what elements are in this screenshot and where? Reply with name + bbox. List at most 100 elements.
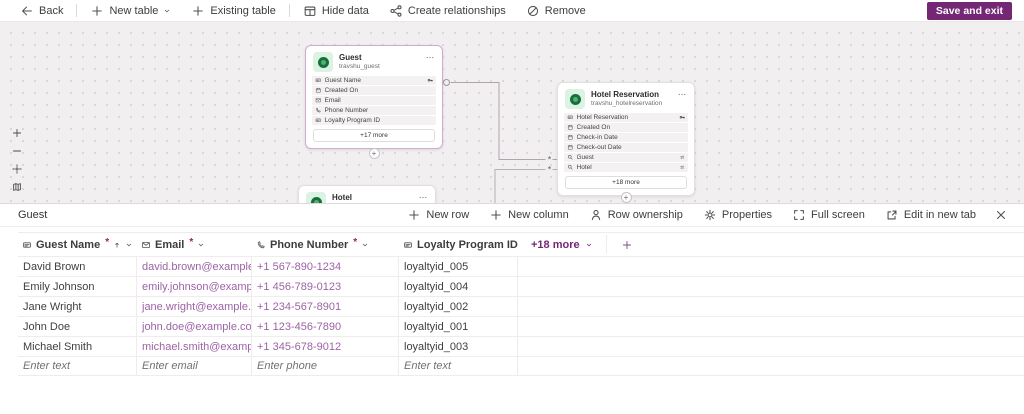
cell-loyalty-id[interactable]: loyaltyid_003 — [399, 337, 518, 356]
chevron-down-icon — [163, 7, 171, 15]
entity-field-row[interactable]: Hotel Reservation — [564, 113, 688, 122]
close-panel-button[interactable] — [986, 204, 1016, 227]
remove-button[interactable]: Remove — [516, 0, 596, 22]
create-relationships-button[interactable]: Create relationships — [379, 0, 516, 22]
cell-phone[interactable]: +1 456-789-0123 — [252, 277, 399, 296]
entity-title: Hotel — [332, 193, 352, 202]
cell-email[interactable]: jane.wright@example.com — [137, 297, 252, 316]
field-label: Email — [324, 97, 341, 104]
table-row: Emily Johnson emily.johnson@example.com … — [18, 276, 1024, 296]
new-column-button[interactable]: New column — [479, 204, 579, 227]
show-more-fields-button[interactable]: +17 more — [313, 129, 435, 142]
field-label: Hotel Reservation — [576, 114, 629, 121]
cell-email[interactable]: john.doe@example.com — [137, 317, 252, 336]
edit-in-new-tab-label: Edit in new tab — [903, 209, 976, 221]
entity-field-row[interactable]: Check-out Date — [564, 143, 688, 152]
cell-guest-name[interactable]: Jane Wright — [18, 297, 137, 316]
edit-in-new-tab-button[interactable]: Edit in new tab — [875, 204, 986, 227]
cell-guest-name[interactable]: Michael Smith — [18, 337, 137, 356]
entity-card-header: Guest travshu_guest … — [306, 46, 442, 76]
existing-table-button[interactable]: Existing table — [181, 0, 285, 22]
cell-phone[interactable]: +1 234-567-8901 — [252, 297, 399, 316]
new-table-label: New table — [109, 4, 159, 17]
existing-table-label: Existing table — [210, 4, 276, 17]
cell-phone[interactable]: +1 345-678-9012 — [252, 337, 399, 356]
more-columns-button[interactable]: +18 more — [518, 233, 606, 256]
entity-field-row[interactable]: Created On — [564, 123, 688, 132]
relationships-icon — [389, 4, 403, 18]
cell-guest-name[interactable]: John Doe — [18, 317, 137, 336]
new-row-name-input[interactable]: Enter text — [18, 357, 137, 375]
new-row-loyalty-input[interactable]: Enter text — [399, 357, 518, 375]
add-column-button[interactable] — [607, 233, 647, 256]
more-menu-icon[interactable]: … — [418, 190, 428, 200]
cell-loyalty-id[interactable]: loyaltyid_005 — [399, 257, 518, 276]
calendar-icon — [567, 124, 574, 131]
more-columns-label: +18 more — [531, 238, 580, 251]
remove-label: Remove — [544, 4, 586, 17]
entity-field-row[interactable]: Email — [312, 96, 436, 105]
field-label: Hotel — [576, 164, 592, 171]
table-row: John Doe john.doe@example.com +1 123-456… — [18, 316, 1024, 336]
minus-icon — [11, 145, 23, 157]
row-ownership-button[interactable]: Row ownership — [579, 204, 693, 227]
new-row-phone-input[interactable]: Enter phone — [252, 357, 399, 375]
add-relationship-button[interactable]: + — [368, 148, 380, 159]
fit-view-button[interactable] — [10, 162, 24, 175]
cell-guest-name[interactable]: Emily Johnson — [18, 277, 137, 296]
table-row: Michael Smith michael.smith@example.com … — [18, 336, 1024, 356]
entity-field-row[interactable]: Guest Name — [312, 76, 436, 85]
column-label: Guest Name — [36, 238, 101, 251]
cell-email[interactable]: emily.johnson@example.com — [137, 277, 252, 296]
properties-label: Properties — [721, 209, 773, 221]
entity-card-guest[interactable]: Guest travshu_guest … Guest Name Created… — [305, 45, 443, 149]
more-menu-icon[interactable]: … — [425, 50, 435, 60]
field-label: Guest Name — [324, 77, 362, 84]
entity-field-row[interactable]: Guest — [564, 153, 688, 162]
more-menu-icon[interactable]: … — [677, 87, 687, 97]
entity-field-row[interactable]: Hotel — [564, 163, 688, 172]
hide-data-button[interactable]: Hide data — [293, 0, 379, 22]
back-button[interactable]: Back — [10, 0, 73, 22]
cell-email[interactable]: david.brown@example.com — [137, 257, 252, 276]
field-label: Guest — [576, 154, 594, 161]
cell-phone[interactable]: +1 567-890-1234 — [252, 257, 399, 276]
create-relationships-label: Create relationships — [407, 4, 506, 17]
entity-field-row[interactable]: Loyalty Program ID — [312, 116, 436, 125]
entity-logical-name: travshu_guest — [339, 63, 380, 71]
properties-button[interactable]: Properties — [693, 204, 782, 227]
erd-canvas[interactable]: * * Guest travshu_guest … Guest Name Cre… — [0, 22, 1024, 203]
show-more-fields-button[interactable]: +18 more — [565, 176, 687, 189]
new-table-button[interactable]: New table — [80, 0, 181, 22]
entity-field-row[interactable]: Check-in Date — [564, 133, 688, 142]
entity-field-row[interactable]: Created On — [312, 86, 436, 95]
column-header-email[interactable]: Email * — [137, 233, 252, 256]
column-header-phone-number[interactable]: Phone Number * — [252, 233, 399, 256]
cell-phone[interactable]: +1 123-456-7890 — [252, 317, 399, 336]
new-row-email-input[interactable]: Enter email — [137, 357, 252, 375]
zoom-out-button[interactable] — [10, 144, 24, 157]
minimap-button[interactable] — [10, 180, 24, 193]
entity-field-row[interactable]: Phone Number — [312, 106, 436, 115]
entity-card-hotel-reservation[interactable]: Hotel Reservation travshu_hotelreservati… — [557, 82, 695, 196]
cell-loyalty-id[interactable]: loyaltyid_001 — [399, 317, 518, 336]
close-icon — [994, 208, 1008, 222]
canvas-controls — [10, 126, 24, 193]
column-header-loyalty-program-id[interactable]: Loyalty Program ID — [399, 233, 518, 256]
column-label: Email — [155, 238, 185, 251]
full-screen-button[interactable]: Full screen — [782, 204, 875, 227]
add-relationship-button[interactable]: + — [620, 192, 632, 203]
entity-logical-name: travshu_hotelreservation — [591, 100, 663, 108]
open-new-tab-icon — [885, 208, 899, 222]
column-header-guest-name[interactable]: Guest Name * — [18, 233, 137, 256]
entity-card-hotel[interactable]: Hotel … — [298, 185, 436, 203]
cell-email[interactable]: michael.smith@example.com — [137, 337, 252, 356]
new-row-button[interactable]: New row — [397, 204, 479, 227]
cell-loyalty-id[interactable]: loyaltyid_002 — [399, 297, 518, 316]
entity-title: Hotel Reservation — [591, 90, 660, 99]
cell-guest-name[interactable]: David Brown — [18, 257, 137, 276]
cell-loyalty-id[interactable]: loyaltyid_004 — [399, 277, 518, 296]
save-and-exit-button[interactable]: Save and exit — [926, 1, 1012, 20]
zoom-in-button[interactable] — [10, 126, 24, 139]
connector-guest-to-reservation — [450, 82, 546, 160]
